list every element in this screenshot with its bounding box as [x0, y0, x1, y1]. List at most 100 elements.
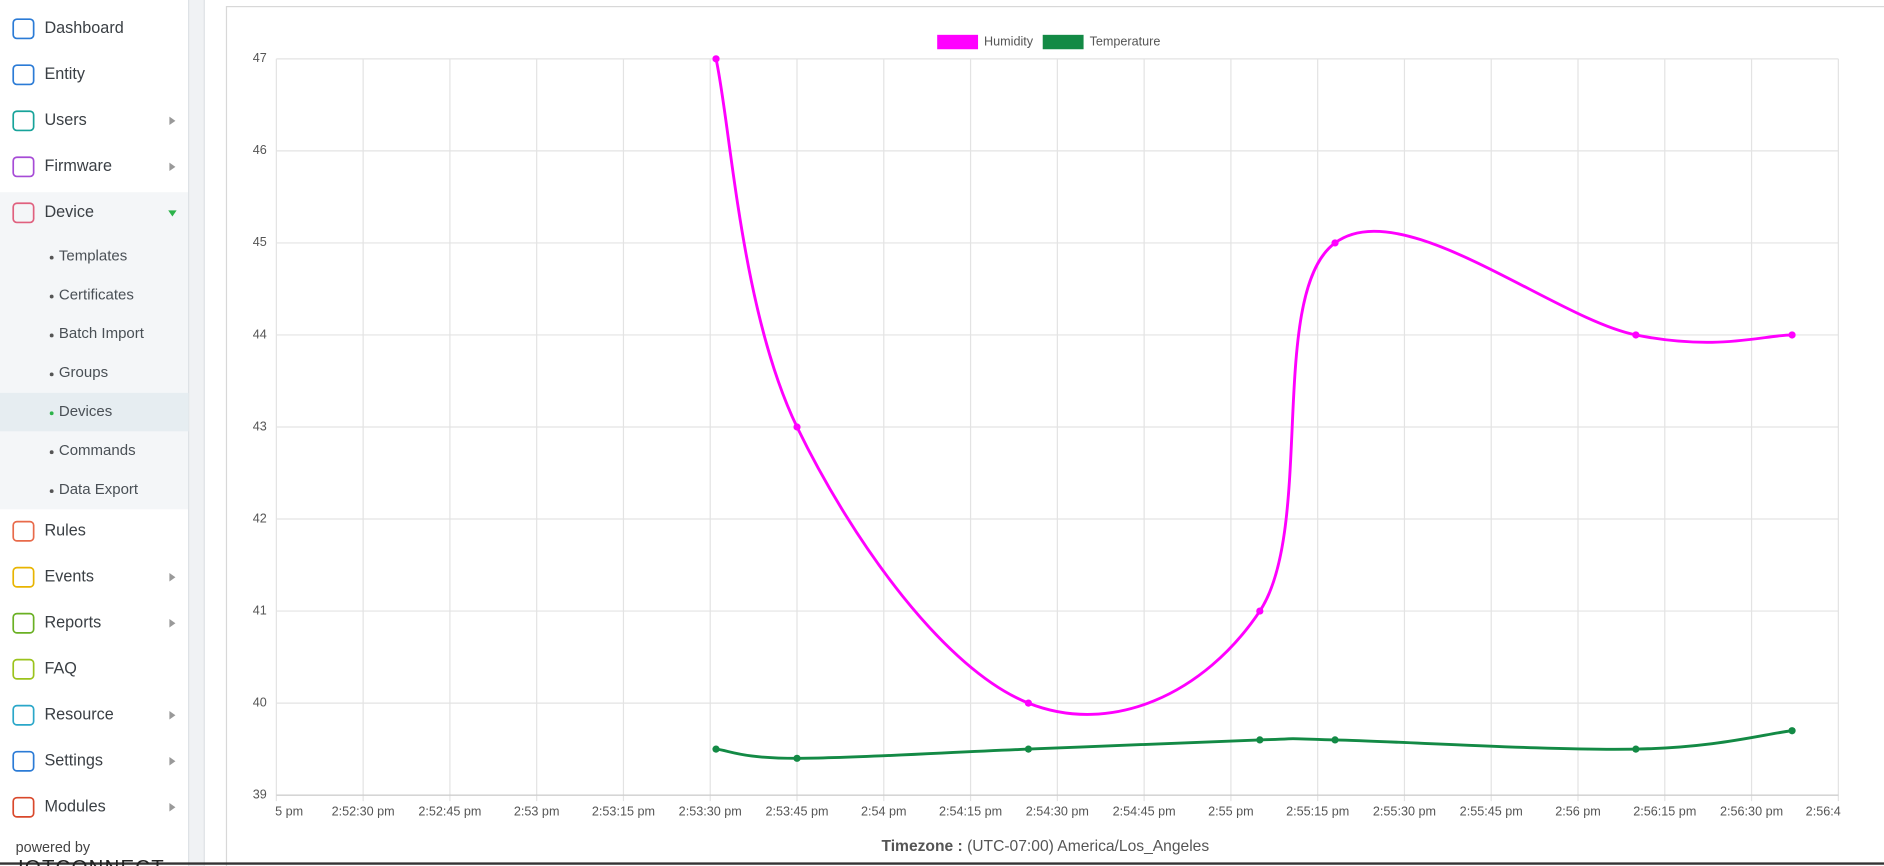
x-tick-label: 2:53 pm	[514, 804, 560, 818]
x-tick-label: 2:53:30 pm	[679, 804, 742, 818]
x-tick-label: 2:56:30 pm	[1720, 804, 1783, 818]
nav-icon	[12, 64, 35, 86]
timezone-label: Timezone :	[881, 838, 962, 855]
y-tick-label: 42	[253, 511, 267, 525]
nav-arrow	[169, 803, 176, 812]
x-tick-label: 2:55 pm	[1208, 804, 1254, 818]
legend-label[interactable]: Temperature	[1090, 34, 1161, 48]
y-tick-label: 41	[253, 603, 267, 617]
data-point	[1331, 239, 1339, 247]
nav-item[interactable]: Firmware	[44, 157, 112, 175]
x-tick-label: 2:56:4	[1806, 804, 1841, 818]
powered-by: powered by	[16, 840, 91, 856]
nav-item[interactable]: FAQ	[44, 660, 76, 678]
data-point	[1024, 699, 1033, 707]
x-tick-label: 2:55:45 pm	[1460, 804, 1523, 818]
nav-item[interactable]: Modules	[44, 798, 105, 816]
nav-item[interactable]: Settings	[44, 752, 103, 770]
nav-icon	[12, 796, 35, 818]
subnav-item[interactable]: Devices	[59, 403, 112, 420]
timezone-line: Timezone : (UTC-07:00) America/Los_Angel…	[881, 838, 1209, 855]
nav-icon	[12, 520, 35, 542]
bullet	[49, 294, 54, 299]
nav-item[interactable]: Rules	[44, 522, 85, 540]
nav-icon	[12, 156, 35, 178]
series-line	[715, 729, 1793, 760]
logo: IOTCONNECT	[18, 857, 165, 866]
nav-arrow	[169, 573, 176, 582]
bullet	[49, 333, 54, 338]
nav-item[interactable]: Device	[44, 203, 94, 221]
y-tick-label: 46	[253, 143, 267, 157]
data-point	[1256, 736, 1264, 744]
bullet	[49, 411, 54, 416]
nav-icon	[12, 566, 35, 588]
legend-swatch[interactable]	[937, 34, 979, 50]
nav-icon	[12, 750, 35, 772]
subnav-item[interactable]: Data Export	[59, 481, 139, 498]
subnav-item[interactable]: Batch Import	[59, 325, 145, 342]
x-tick-label: 2:53:45 pm	[765, 804, 828, 818]
data-point	[1788, 727, 1796, 735]
chart-panel	[225, 6, 1884, 866]
x-tick-label: 2:55:15 pm	[1286, 804, 1349, 818]
data-point	[1788, 331, 1796, 339]
y-tick-label: 43	[253, 419, 267, 433]
series-line	[714, 58, 1793, 716]
nav-arrow	[168, 210, 177, 217]
y-tick-label: 40	[253, 695, 267, 709]
y-tick-label: 44	[253, 327, 267, 341]
legend-label[interactable]: Humidity	[984, 34, 1034, 48]
x-tick-label: 5 pm	[275, 804, 303, 818]
nav-item[interactable]: Dashboard	[44, 19, 123, 37]
nav-arrow	[169, 619, 176, 628]
x-tick-label: 2:54:15 pm	[939, 804, 1002, 818]
submenu-bg	[0, 192, 189, 510]
bullet	[49, 450, 54, 455]
nav-item[interactable]: Entity	[44, 65, 85, 83]
x-tick-label: 2:54 pm	[861, 804, 907, 818]
data-point	[712, 745, 720, 753]
bullet	[49, 372, 54, 377]
subnav-item[interactable]: Groups	[59, 364, 108, 381]
nav-icon	[12, 202, 35, 224]
subnav-item[interactable]: Templates	[59, 247, 127, 264]
x-tick-label: 2:53:15 pm	[592, 804, 655, 818]
legend-swatch[interactable]	[1042, 34, 1084, 50]
x-tick-label: 2:52:45 pm	[418, 804, 481, 818]
subnav-item[interactable]: Commands	[59, 442, 136, 459]
nav-icon	[12, 704, 35, 726]
nav-arrow	[169, 116, 176, 126]
x-tick-label: 2:54:30 pm	[1026, 804, 1089, 818]
scroll-gutter	[188, 0, 205, 866]
nav-item[interactable]: Resource	[44, 706, 113, 724]
y-tick-label: 39	[253, 787, 267, 801]
data-point	[793, 423, 801, 431]
nav-arrow	[169, 162, 176, 172]
data-point	[1632, 331, 1640, 339]
nav-icon	[12, 658, 35, 680]
subnav-item[interactable]: Certificates	[59, 286, 134, 303]
timezone: (UTC-07:00) America/Los_Angeles	[967, 838, 1209, 855]
data-point	[712, 55, 720, 63]
nav-icon	[12, 110, 35, 132]
nav-active-bg	[0, 392, 189, 432]
y-tick-label: 47	[253, 51, 267, 65]
data-point	[1331, 736, 1339, 744]
x-tick-label: 2:54:45 pm	[1113, 804, 1176, 818]
nav-icon	[12, 612, 35, 634]
nav-item[interactable]: Events	[44, 568, 94, 586]
chart: 39 40 41 42 43 44 45 46 47 5 pm 2:52:30 pm 2:52:45 …	[253, 34, 1841, 818]
x-tick-label: 2:56 pm	[1555, 804, 1601, 818]
data-point	[1256, 607, 1264, 615]
nav-arrow	[169, 711, 176, 720]
bullet	[49, 489, 54, 494]
x-tick-label: 2:55:30 pm	[1373, 804, 1436, 818]
nav-item[interactable]: Users	[44, 111, 86, 129]
x-tick-label: 2:52:30 pm	[332, 804, 395, 818]
sidebar: Dashboard Entity Users Firmware Device Templa…	[0, 18, 189, 866]
nav-arrow	[169, 757, 176, 766]
nav-item[interactable]: Reports	[44, 614, 101, 632]
